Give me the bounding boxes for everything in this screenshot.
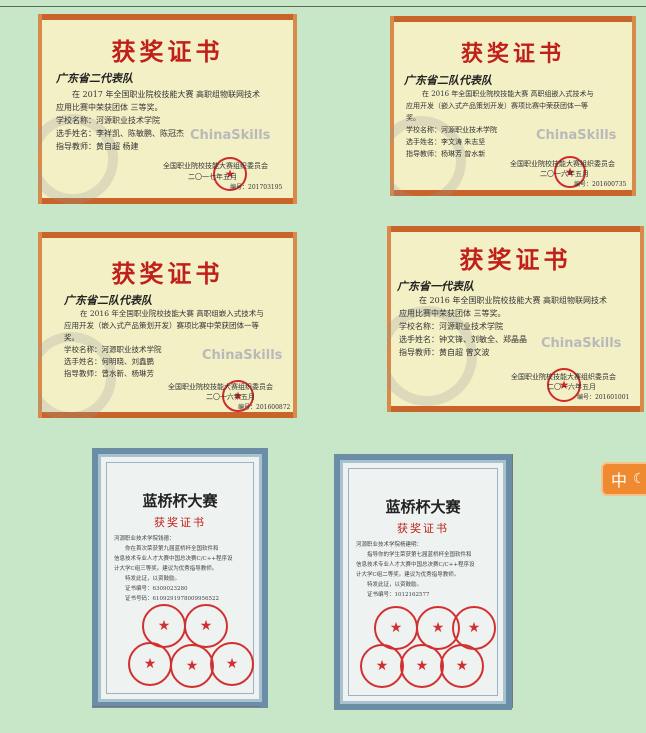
frame-shadow	[92, 706, 260, 707]
top-divider	[0, 6, 646, 7]
issuing-organization: 全国职业院校技能大赛组织委员会	[163, 162, 268, 170]
certificate-number: 编号：201600872	[238, 404, 291, 411]
moon-icon: ☾	[633, 471, 646, 487]
certificate-body: 河源职业技术学院杨建明： 指导你的学生荣获第七届蓝桥杯全国软件和 信息技术专业人…	[356, 542, 475, 598]
award-certificate-1: 获奖证书 广东省二代表队 在 2017 年全国职业院校技能大赛 高职组物联网技术…	[38, 14, 297, 204]
chinaskills-logo: ChinaSkills	[536, 128, 617, 143]
certificate-body: 在 2017 年全国职业院校技能大赛 高职组物联网技术 应用比赛中荣获团体 三等…	[56, 90, 260, 151]
team-name: 广东省二队代表队	[64, 294, 152, 307]
red-seal-icon: ★	[222, 380, 254, 412]
certificate-number: 编号：201601001	[577, 394, 630, 401]
certificate-number: 编号：201600735	[574, 181, 627, 188]
certificate-number: 编号：201703195	[230, 184, 283, 191]
red-seal-icon: ★	[400, 644, 444, 688]
red-seal-icon: ★	[210, 642, 254, 686]
certificate-title: 蓝桥杯大赛	[385, 498, 461, 516]
red-seal-icon: ★	[554, 156, 586, 188]
red-seal-icon: ★	[184, 604, 228, 648]
frame-shadow	[512, 454, 513, 708]
team-name: 广东省二队代表队	[404, 74, 492, 87]
certificate-title: 获奖证书	[460, 41, 565, 67]
issue-date: 二〇一六年五月	[547, 383, 596, 391]
red-seal-icon: ★	[440, 644, 484, 688]
red-seal-icon: ★	[547, 368, 581, 402]
award-certificate-3: 获奖证书 广东省二队代表队 在 2016 年全国职业院校技能大赛 高职组嵌入式技…	[38, 232, 297, 418]
certificate-body: 在 2016 年全国职业院校技能大赛 高职组物联网技术 应用比赛中荣获团体 三等…	[399, 296, 607, 357]
certificate-title: 获奖证书	[111, 37, 224, 66]
red-seal-icon: ★	[360, 644, 404, 688]
issuing-organization: 全国职业院校技能大赛组织委员会	[510, 160, 615, 168]
certificate-body: 在 2016 年全国职业院校技能大赛 高职组嵌入式技术与 应用开发（嵌入式产品策…	[406, 90, 594, 158]
issuing-organization: 全国职业院校技能大赛组织委员会	[168, 383, 273, 391]
certificate-title: 蓝桥杯大赛	[142, 492, 218, 510]
certificate-title: 获奖证书	[111, 259, 224, 288]
issue-date: 二〇一六年五月	[540, 170, 589, 178]
red-seal-icon: ★	[128, 642, 172, 686]
award-certificate-4: 获奖证书 广东省一代表队 在 2016 年全国职业院校技能大赛 高职组物联网技术…	[387, 226, 644, 412]
issuing-organization: 全国职业院校技能大赛组织委员会	[511, 373, 616, 381]
lanqiao-certificate-2: 蓝桥杯大赛 获奖证书 河源职业技术学院杨建明： 指导你的学生荣获第七届蓝桥杯全国…	[334, 454, 512, 710]
issue-date: 二〇一七年五月	[188, 173, 237, 181]
red-seal-icon: ★	[213, 157, 247, 191]
red-seal-icon: ★	[170, 644, 214, 688]
certificate-body: 河源职业技术学院钱德： 你在首次荣获第九届蓝桥杯全国软件和 信息技术专业人才大赛…	[114, 536, 233, 602]
team-name: 广东省二代表队	[56, 72, 133, 85]
award-certificate-2: 获奖证书 广东省二队代表队 在 2016 年全国职业院校技能大赛 高职组嵌入式技…	[390, 16, 636, 196]
chinaskills-logo: ChinaSkills	[190, 128, 271, 143]
certificate-subtitle: 获奖证书	[397, 522, 449, 535]
certificate-body: 在 2016 年全国职业院校技能大赛 高职组嵌入式技术与 应用开发（嵌入式产品策…	[64, 309, 264, 378]
chinaskills-logo: ChinaSkills	[202, 348, 283, 363]
language-label: 中	[611, 471, 628, 490]
language-switch-button[interactable]: 中 ☾	[601, 462, 646, 496]
lanqiao-certificate-1: 蓝桥杯大赛 获奖证书 河源职业技术学院钱德： 你在首次荣获第九届蓝桥杯全国软件和…	[92, 448, 268, 708]
chinaskills-logo: ChinaSkills	[541, 336, 622, 351]
certificate-subtitle: 获奖证书	[154, 516, 206, 529]
team-name: 广东省一代表队	[397, 280, 474, 293]
issue-date: 二〇一六年五月	[206, 393, 255, 401]
certificate-title: 获奖证书	[459, 245, 572, 274]
